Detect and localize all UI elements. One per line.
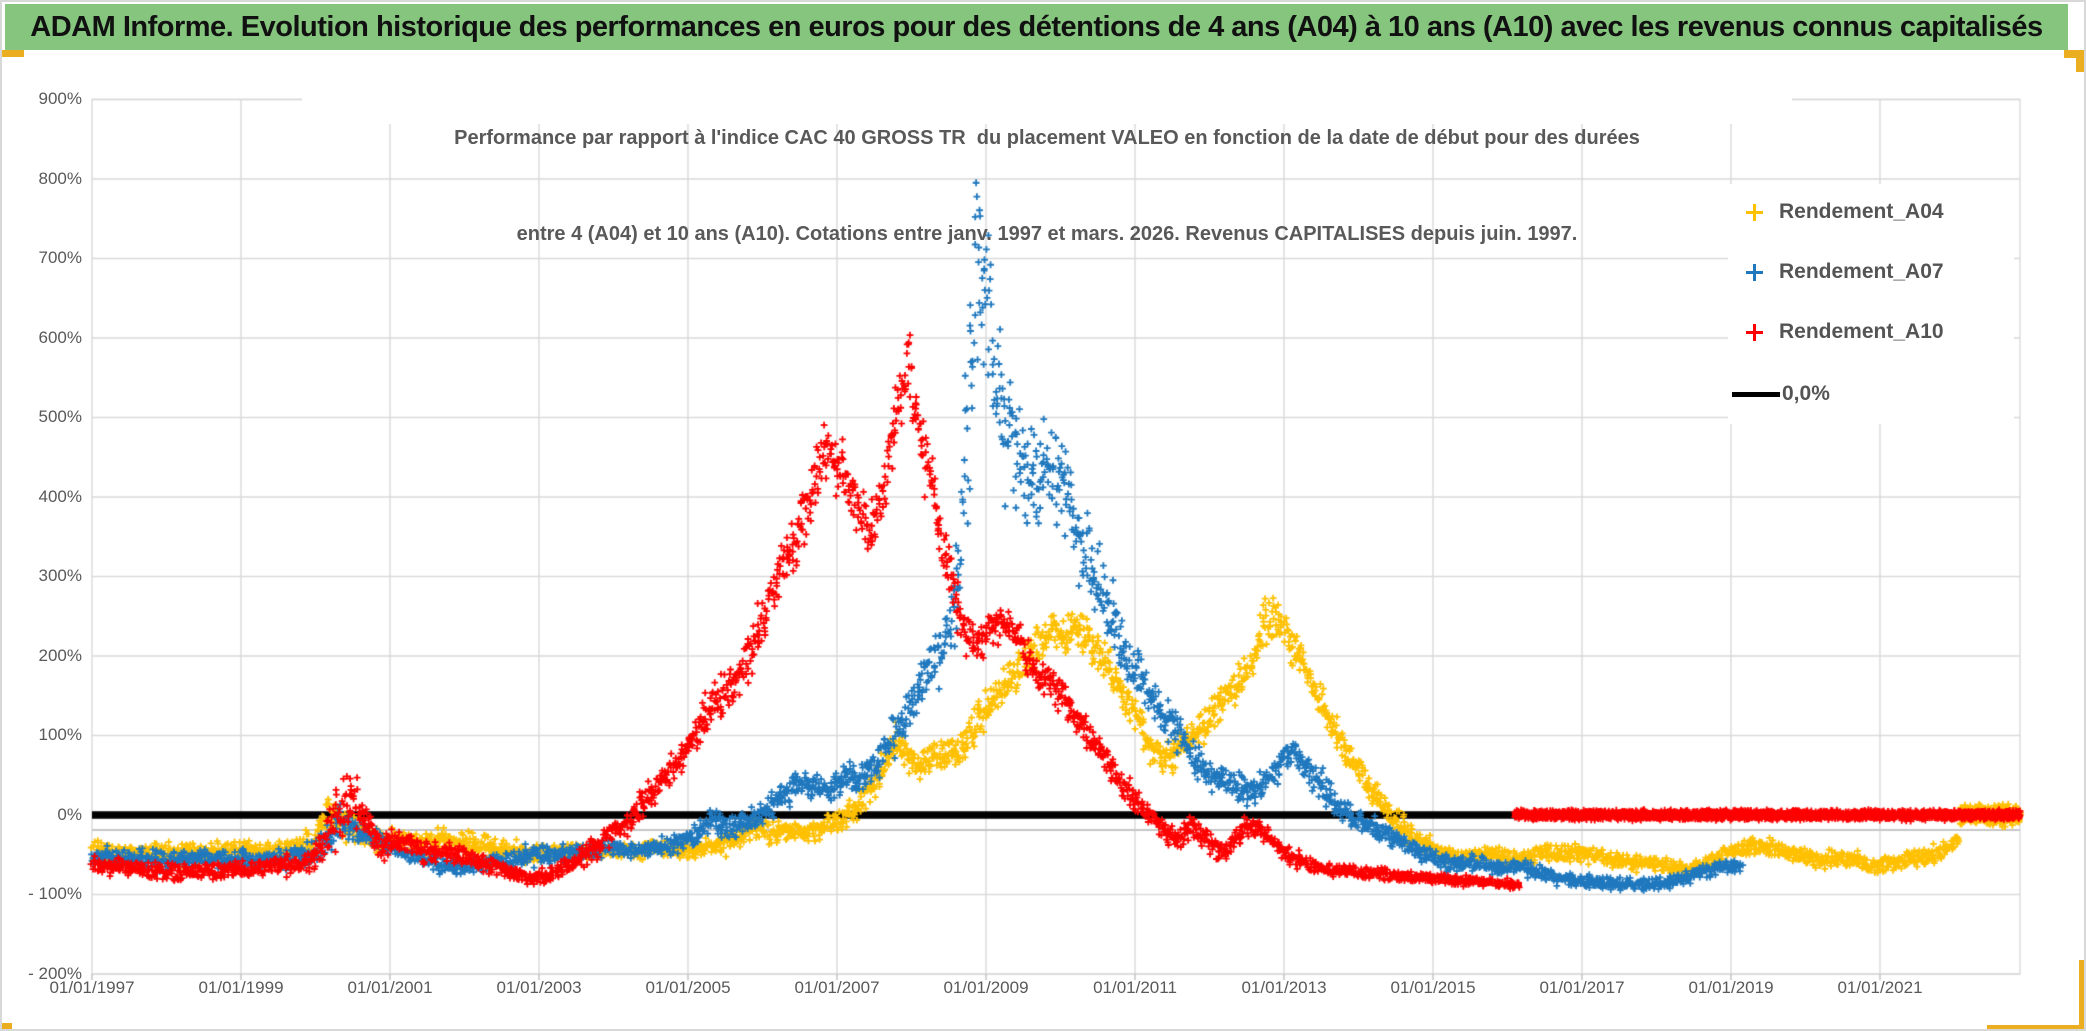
x-axis-label: 01/01/2019 xyxy=(1688,978,1774,997)
x-axis-label: 01/01/2011 xyxy=(1093,978,1177,997)
a07-plus-marker-icon xyxy=(1746,263,1763,281)
legend-label: 0,0% xyxy=(1782,382,1830,405)
y-axis-label: 400% xyxy=(38,487,82,506)
a10-plus-marker-icon xyxy=(1746,323,1763,341)
y-axis-label: 100% xyxy=(38,725,82,744)
legend-item-rendement-a07: Rendement_A07 xyxy=(1728,252,2014,292)
y-axis-label: 600% xyxy=(38,328,82,347)
chart-title-line2: entre 4 (A04) et 10 ans (A10). Cotations… xyxy=(516,223,1578,245)
x-axis-label: 01/01/2001 xyxy=(347,978,433,997)
legend-item-rendement-a10: Rendement_A10 xyxy=(1728,312,2014,352)
x-axis-label: 01/01/1997 xyxy=(49,978,135,997)
y-axis-label: 800% xyxy=(38,169,82,188)
legend-item-zero-line: 0,0% xyxy=(1728,374,2014,414)
a04-plus-marker-icon xyxy=(1746,203,1763,221)
chart-title-line1: Performance par rapport à l'indice CAC 4… xyxy=(454,127,1640,149)
zero-line-swatch-icon xyxy=(1732,391,1780,397)
legend-label: Rendement_A07 xyxy=(1779,260,1944,283)
x-axis-label: 01/01/2005 xyxy=(645,978,731,997)
y-axis-label: 700% xyxy=(38,248,82,267)
y-axis-label: 900% xyxy=(38,89,82,108)
x-axis-label: 01/01/2007 xyxy=(794,978,880,997)
x-axis-label: 01/01/2013 xyxy=(1241,978,1327,997)
legend-label: Rendement_A10 xyxy=(1779,320,1944,343)
x-axis-label: 01/01/2009 xyxy=(943,978,1029,997)
x-axis-label: 01/01/2021 xyxy=(1837,978,1923,997)
x-axis-label: 01/01/2003 xyxy=(496,978,582,997)
y-axis-label: - 200% xyxy=(28,964,82,983)
x-axis-label: 01/01/2017 xyxy=(1539,978,1625,997)
x-axis-label: 01/01/2015 xyxy=(1390,978,1476,997)
y-axis-label: 300% xyxy=(38,566,82,585)
y-axis-label: - 100% xyxy=(28,884,82,903)
y-axis-label: 0% xyxy=(57,805,82,824)
chart-title: Performance par rapport à l'indice CAC 4… xyxy=(302,58,1792,245)
y-axis-label: 200% xyxy=(38,646,82,665)
legend-label: Rendement_A04 xyxy=(1779,200,1944,223)
legend: Rendement_A04 Rendement_A07 Rendement_A1… xyxy=(1728,184,2014,424)
legend-item-rendement-a04: Rendement_A04 xyxy=(1728,192,2014,232)
y-axis-label: 500% xyxy=(38,407,82,426)
x-axis-label: 01/01/1999 xyxy=(198,978,284,997)
